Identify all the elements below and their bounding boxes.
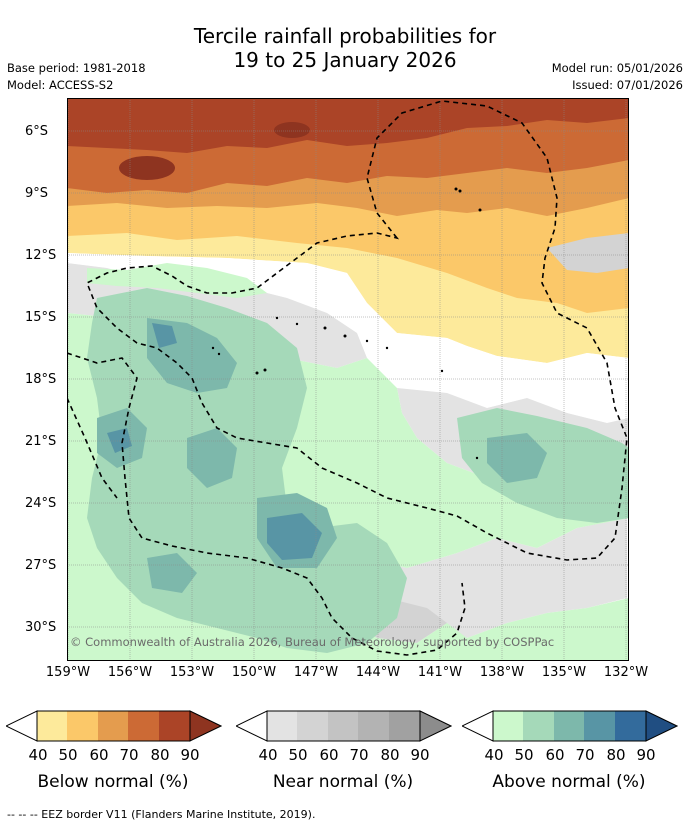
lon-label: 144°W (355, 665, 401, 680)
legend-above-tick: 90 (636, 746, 656, 764)
lat-label: 21°S (25, 434, 57, 449)
eez-borders (67, 100, 628, 656)
legend-near-swatch (328, 711, 358, 741)
legend-above-title: Above normal (%) (492, 772, 646, 792)
legend-above-colorbar (460, 710, 679, 742)
legend-above-normal (460, 710, 679, 746)
legend-near-tick: 90 (410, 746, 430, 764)
legend-near-tick: 50 (288, 746, 308, 764)
legend-near-min-arrow (234, 710, 268, 742)
legend-near-swatch (297, 711, 328, 741)
eez-border (85, 100, 628, 561)
lat-label: 6°S (25, 124, 49, 139)
legend-near-tick: 70 (349, 746, 369, 764)
lon-label: 147°W (293, 665, 339, 680)
legend-above-tick: 80 (606, 746, 626, 764)
legend-near-title: Near normal (%) (272, 772, 414, 792)
legend-above-swatch (523, 711, 554, 741)
lat-label: 15°S (25, 310, 57, 325)
legend-above-tick: 50 (514, 746, 534, 764)
legend-below-swatch (67, 711, 98, 741)
legend-near-tick: 60 (319, 746, 339, 764)
legend-near-swatch (389, 711, 420, 741)
legend-near-max-arrow (419, 710, 453, 742)
legend-above-tick: 40 (484, 746, 504, 764)
above-70-region (152, 323, 177, 348)
legend-above-max-arrow (645, 710, 679, 742)
above-60-region (187, 428, 237, 488)
near-50-region (547, 233, 629, 273)
map-frame (67, 98, 629, 661)
lat-label: 9°S (25, 186, 49, 201)
legend-below-swatch (98, 711, 128, 741)
legend-near-tick: 80 (380, 746, 400, 764)
issued-date: Issued: 07/01/2026 (572, 78, 683, 92)
legend-above-min-arrow (460, 710, 494, 742)
legend-above-tick: 70 (575, 746, 595, 764)
meta-right: Model run: 05/01/2026 Issued: 07/01/2026 (552, 60, 683, 94)
model-run: Model run: 05/01/2026 (551, 61, 683, 75)
legend-below-title: Below normal (%) (37, 772, 189, 792)
eez-footnote: -- -- -- EEZ border V11 (Flanders Marine… (7, 808, 316, 821)
lon-label: 153°W (169, 665, 215, 680)
legend-below-tick: 40 (28, 746, 48, 764)
lat-label: 27°S (25, 558, 57, 573)
legend-below-normal (4, 710, 223, 746)
eez-border (67, 397, 118, 499)
lon-label: 156°W (107, 665, 153, 680)
lon-label: 138°W (479, 665, 525, 680)
eez-border (67, 352, 466, 656)
map-title: Tercile rainfall probabilities for 19 to… (0, 24, 690, 72)
gridlines (67, 98, 629, 661)
legend-below-tick: 60 (89, 746, 109, 764)
lon-label: 141°W (417, 665, 463, 680)
legend-near-normal (234, 710, 453, 746)
lon-label: 135°W (541, 665, 587, 680)
legend-above-tick: 60 (545, 746, 565, 764)
above-70-region (267, 513, 322, 560)
legend-below-min-arrow (4, 710, 38, 742)
legend-below-tick: 50 (58, 746, 78, 764)
map-copyright: © Commonwealth of Australia 2026, Bureau… (70, 635, 554, 649)
legend-below-tick: 80 (150, 746, 170, 764)
model-name: Model: ACCESS-S2 (7, 78, 114, 92)
islands (211, 187, 482, 460)
below-90-patch (119, 156, 175, 180)
map-canvas: © Commonwealth of Australia 2026, Bureau… (67, 98, 629, 661)
lon-label: 132°W (603, 665, 649, 680)
legend-near-swatch (267, 711, 297, 741)
lon-label: 150°W (231, 665, 277, 680)
legend-near-swatch (358, 711, 389, 741)
legend-near-tick: 40 (258, 746, 278, 764)
base-period: Base period: 1981-2018 (7, 61, 146, 75)
lat-label: 30°S (25, 620, 57, 635)
legend-above-swatch (554, 711, 584, 741)
legend-above-swatch (584, 711, 615, 741)
above-70-region (107, 428, 132, 453)
title-line-1: Tercile rainfall probabilities for (193, 24, 497, 48)
legend-above-swatch (493, 711, 523, 741)
legend-below-tick: 90 (180, 746, 200, 764)
legend-below-swatch (159, 711, 190, 741)
lat-label: 12°S (25, 248, 57, 263)
legend-below-max-arrow (189, 710, 223, 742)
lat-label: 18°S (25, 372, 57, 387)
probability-map: © Commonwealth of Australia 2026, Bureau… (67, 98, 629, 661)
legend-below-colorbar (4, 710, 223, 742)
legend-above-swatch (615, 711, 646, 741)
title-line-2: 19 to 25 January 2026 (233, 48, 457, 72)
below-80-region (67, 98, 629, 153)
legend-below-swatch (37, 711, 67, 741)
below-90-patch (274, 122, 310, 138)
lat-label: 24°S (25, 496, 57, 511)
meta-left: Base period: 1981-2018 Model: ACCESS-S2 (7, 60, 146, 94)
lon-label: 159°W (45, 665, 91, 680)
legend-near-colorbar (234, 710, 453, 742)
legend-below-tick: 70 (119, 746, 139, 764)
legend-below-swatch (128, 711, 159, 741)
above-40-region (87, 263, 267, 298)
above-60-region (147, 553, 197, 593)
